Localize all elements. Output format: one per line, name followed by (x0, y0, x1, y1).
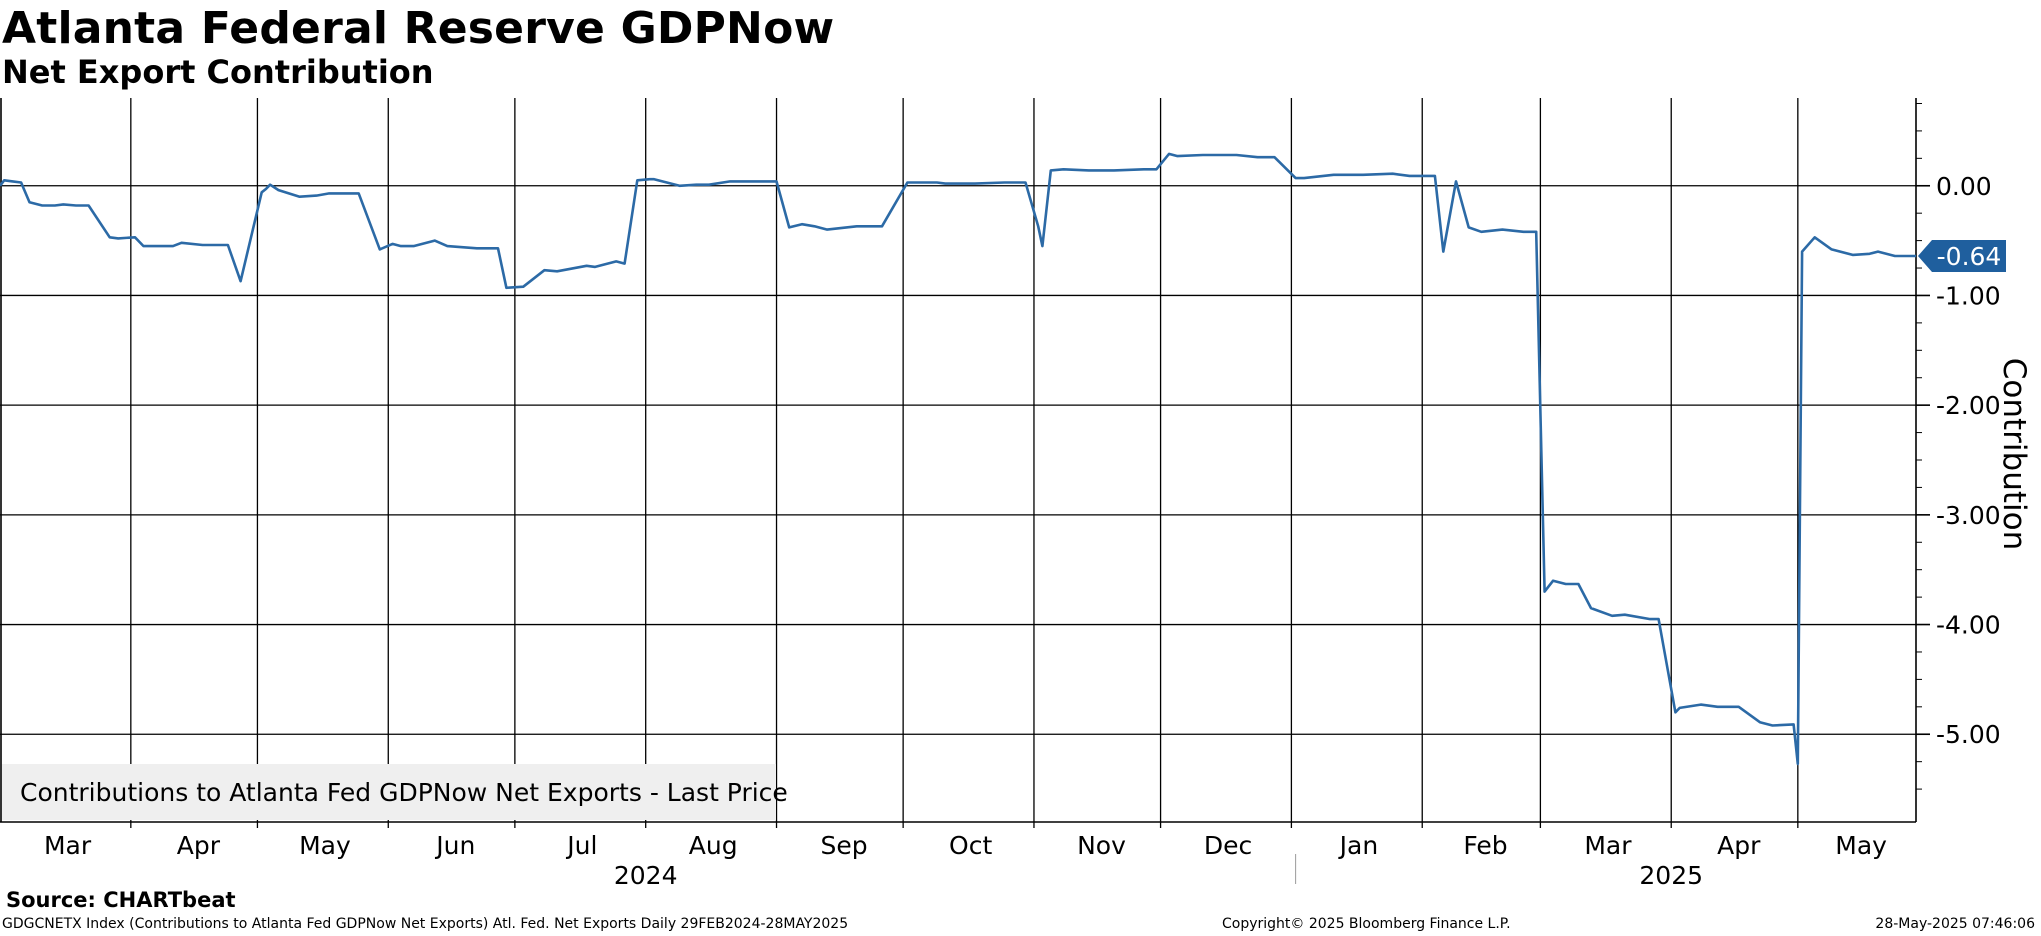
x-month-label: Jul (565, 831, 597, 860)
x-month-label: Nov (1077, 831, 1126, 860)
x-year-label: 2025 (1639, 861, 1703, 890)
x-month-label: Jan (1338, 831, 1379, 860)
x-month-label: Jun (434, 831, 475, 860)
x-month-label: Apr (1717, 831, 1761, 860)
y-tick-label: -2.00 (1936, 391, 2001, 420)
x-month-label: Mar (44, 831, 92, 860)
x-month-label: Dec (1204, 831, 1252, 860)
y-axis-label: Contribution (1996, 358, 2032, 550)
x-month-label: May (299, 831, 351, 860)
x-year-label: 2024 (614, 861, 678, 890)
last-value-badge (1918, 239, 2006, 272)
x-month-label: Oct (949, 831, 992, 860)
footer-description: GDGCNETX Index (Contributions to Atlanta… (2, 916, 849, 932)
y-tick-label: -4.00 (1936, 611, 2001, 640)
y-tick-label: -5.00 (1936, 720, 2001, 749)
y-tick-label: -3.00 (1936, 501, 2001, 530)
x-month-label: Feb (1463, 831, 1507, 860)
x-month-label: Mar (1584, 831, 1632, 860)
chart-subtitle: Net Export Contribution (2, 53, 434, 91)
series-line (0, 152, 1916, 766)
x-month-label: Apr (177, 831, 221, 860)
legend-label: Contributions to Atlanta Fed GDPNow Net … (20, 777, 788, 807)
x-month-label: May (1835, 831, 1887, 860)
footer-copyright: Copyright© 2025 Bloomberg Finance L.P. (1222, 916, 1511, 932)
last-value-label: -0.64 (1937, 242, 2002, 271)
x-month-label: Sep (820, 831, 867, 860)
source-note: Source: CHARTbeat (6, 888, 236, 912)
legend: Contributions to Atlanta Fed GDPNow Net … (2, 764, 788, 820)
footer-timestamp: 28-May-2025 07:46:06 (1875, 916, 2035, 932)
y-tick-label: -1.00 (1936, 281, 2001, 310)
y-tick-label: 0.00 (1936, 172, 1992, 201)
chart-title: Atlanta Federal Reserve GDPNow (2, 3, 835, 54)
x-month-label: Aug (689, 831, 738, 860)
